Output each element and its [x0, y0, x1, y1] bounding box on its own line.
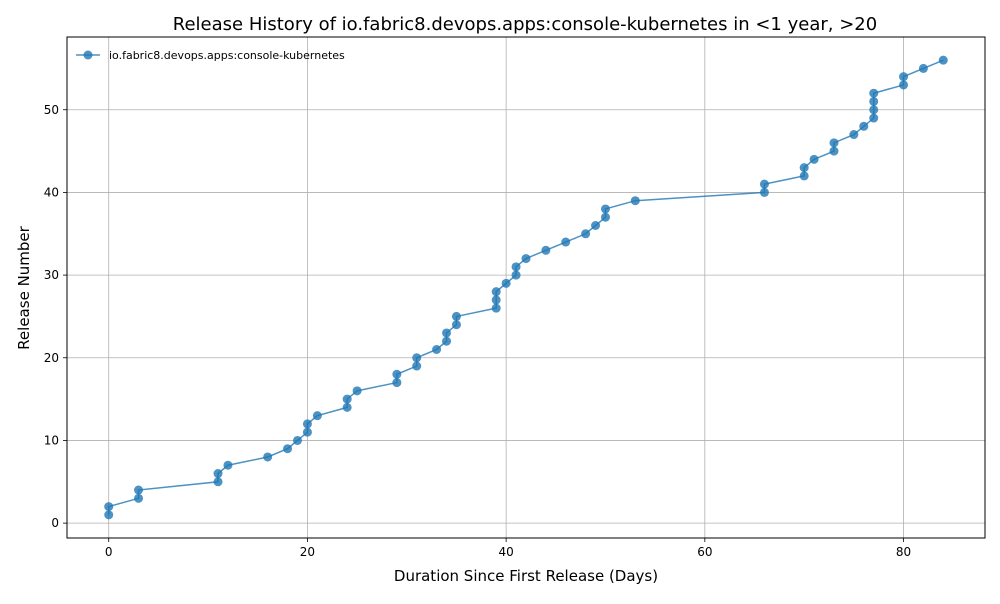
data-point: [869, 96, 879, 106]
data-point: [134, 485, 144, 495]
data-point: [829, 146, 839, 156]
x-tick-label: 20: [300, 545, 315, 559]
data-point: [451, 320, 461, 330]
grid-lines: [67, 37, 985, 538]
data-point: [263, 452, 273, 462]
data-point: [918, 63, 928, 73]
plot-area-frame: [66, 36, 986, 539]
data-point: [511, 270, 521, 280]
data-point: [134, 493, 144, 503]
y-tick-label: 50: [44, 103, 59, 117]
data-point: [809, 154, 819, 164]
legend-marker-swatch: [83, 50, 93, 60]
legend-entry-label: io.fabric8.devops.apps:console-kubernete…: [109, 49, 345, 62]
data-point: [829, 138, 839, 148]
data-point: [392, 378, 402, 388]
y-tick-label: 10: [44, 433, 59, 447]
y-axis-title: Release Number: [15, 225, 33, 349]
data-point: [561, 237, 571, 247]
data-point: [859, 121, 869, 131]
axis-ticks: 0 20 40 60 80 0 10 20 30 40 50: [44, 103, 911, 559]
series-line-layer: [107, 59, 944, 515]
x-tick-label: 60: [697, 545, 712, 559]
data-point: [938, 55, 948, 65]
y-tick-label: 30: [44, 268, 59, 282]
data-point: [501, 278, 511, 288]
data-point: [412, 353, 422, 363]
chart-title: Release History of io.fabric8.devops.app…: [173, 14, 877, 35]
data-point: [869, 88, 879, 98]
data-point: [630, 196, 640, 206]
data-point: [491, 295, 501, 305]
data-point: [223, 460, 233, 470]
data-point: [799, 163, 809, 173]
x-axis-title: Duration Since First Release (Days): [394, 567, 658, 585]
data-point: [491, 303, 501, 313]
data-point: [600, 204, 610, 214]
y-tick-label: 40: [44, 185, 59, 199]
legend: io.fabric8.devops.apps:console-kubernete…: [76, 49, 345, 62]
x-tick-label: 0: [105, 545, 113, 559]
data-point: [799, 171, 809, 181]
data-point: [849, 130, 859, 140]
data-point: [292, 435, 302, 445]
data-point: [104, 502, 114, 512]
data-point: [451, 311, 461, 321]
data-point: [302, 427, 312, 437]
data-point: [600, 212, 610, 222]
data-point: [104, 510, 114, 520]
x-tick-label: 40: [498, 545, 513, 559]
data-point: [869, 105, 879, 115]
series-line: [107, 59, 944, 515]
data-point: [581, 229, 591, 239]
data-point: [352, 386, 362, 396]
data-point: [412, 361, 422, 371]
data-point: [869, 113, 879, 123]
data-point: [283, 444, 293, 454]
data-point: [302, 419, 312, 429]
data-point: [342, 402, 352, 412]
data-point: [899, 80, 909, 90]
data-point: [312, 411, 322, 421]
x-tick-label: 80: [896, 545, 911, 559]
data-point: [759, 187, 769, 197]
data-point: [899, 72, 909, 82]
data-point: [432, 345, 442, 355]
data-point: [511, 262, 521, 272]
data-point: [442, 336, 452, 346]
series-points-layer: [104, 55, 948, 520]
data-point: [213, 477, 223, 487]
y-tick-label: 20: [44, 351, 59, 365]
data-point: [591, 220, 601, 230]
data-point: [442, 328, 452, 338]
data-point: [213, 469, 223, 479]
data-point: [491, 287, 501, 297]
data-point: [541, 245, 551, 255]
data-point: [759, 179, 769, 189]
y-tick-label: 0: [51, 516, 59, 530]
data-point: [521, 254, 531, 264]
data-point: [392, 369, 402, 379]
data-point: [342, 394, 352, 404]
